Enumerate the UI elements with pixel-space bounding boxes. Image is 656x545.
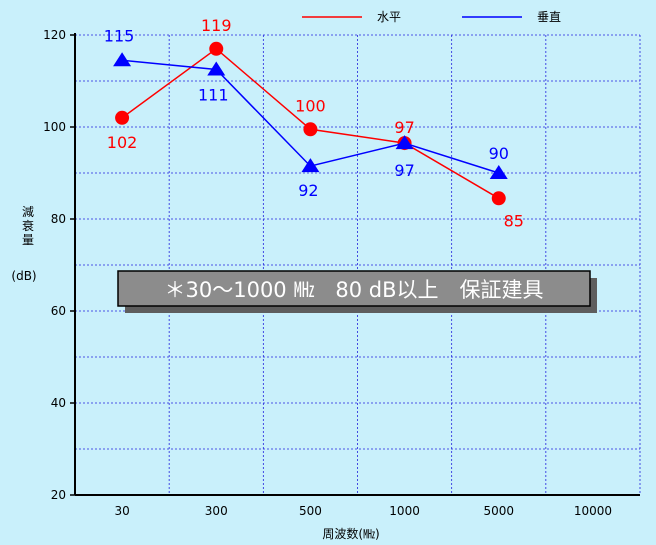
x-tick-label: 300 (205, 504, 228, 518)
x-tick-label: 500 (299, 504, 322, 518)
data-label: 102 (107, 133, 138, 152)
data-label: 97 (394, 118, 414, 137)
legend-label: 水平 (377, 10, 401, 24)
y-axis-unit: (dB) (11, 269, 36, 283)
annotation-text: ＊30～1000 ㎒ 80 dB以上 保証建具 (165, 278, 544, 302)
data-label: 119 (201, 16, 232, 35)
data-label: 92 (298, 181, 318, 200)
data-point-circle (209, 41, 224, 56)
data-point-triangle (301, 158, 320, 173)
legend-label: 垂直 (537, 10, 561, 24)
y-tick-label: 40 (51, 396, 66, 410)
data-point-circle (115, 110, 130, 125)
y-tick-label: 120 (43, 28, 66, 42)
x-axis-title: 周波数(㎒) (322, 526, 379, 541)
data-point-triangle (113, 52, 132, 67)
data-label: 100 (295, 96, 326, 115)
data-label: 85 (504, 211, 524, 230)
series (113, 41, 508, 206)
data-point-triangle (395, 135, 414, 150)
y-tick-label: 20 (51, 488, 66, 502)
y-tick-label: 100 (43, 120, 66, 134)
x-tick-label: 1000 (389, 504, 420, 518)
data-point-triangle (489, 165, 508, 179)
annotation-box: ＊30～1000 ㎒ 80 dB以上 保証建具 (117, 270, 597, 313)
tick-labels: 20 40 60 80 100 120 30 300 500 1000 5000 10000 (43, 28, 612, 518)
grid (75, 34, 641, 495)
axes (74, 33, 640, 496)
data-label: 97 (394, 161, 414, 180)
x-tick-label: 30 (114, 504, 129, 518)
y-axis-title: 減衰量 (22, 204, 34, 247)
data-point-triangle (207, 61, 226, 76)
data-point-circle (491, 191, 506, 206)
annotation-panel (117, 270, 591, 307)
x-tick-label: 5000 (483, 504, 514, 518)
data-point-circle (303, 122, 318, 137)
legend: 水平 垂直 (302, 10, 561, 24)
y-tick-label: 60 (51, 304, 66, 318)
y-tick-label: 80 (51, 212, 66, 226)
data-label: 90 (489, 144, 509, 163)
data-labels: 102 119 100 97 85 115 111 92 97 90 (104, 16, 524, 231)
data-label: 115 (104, 26, 135, 45)
data-label: 111 (198, 86, 229, 105)
x-tick-label: 10000 (574, 504, 612, 518)
